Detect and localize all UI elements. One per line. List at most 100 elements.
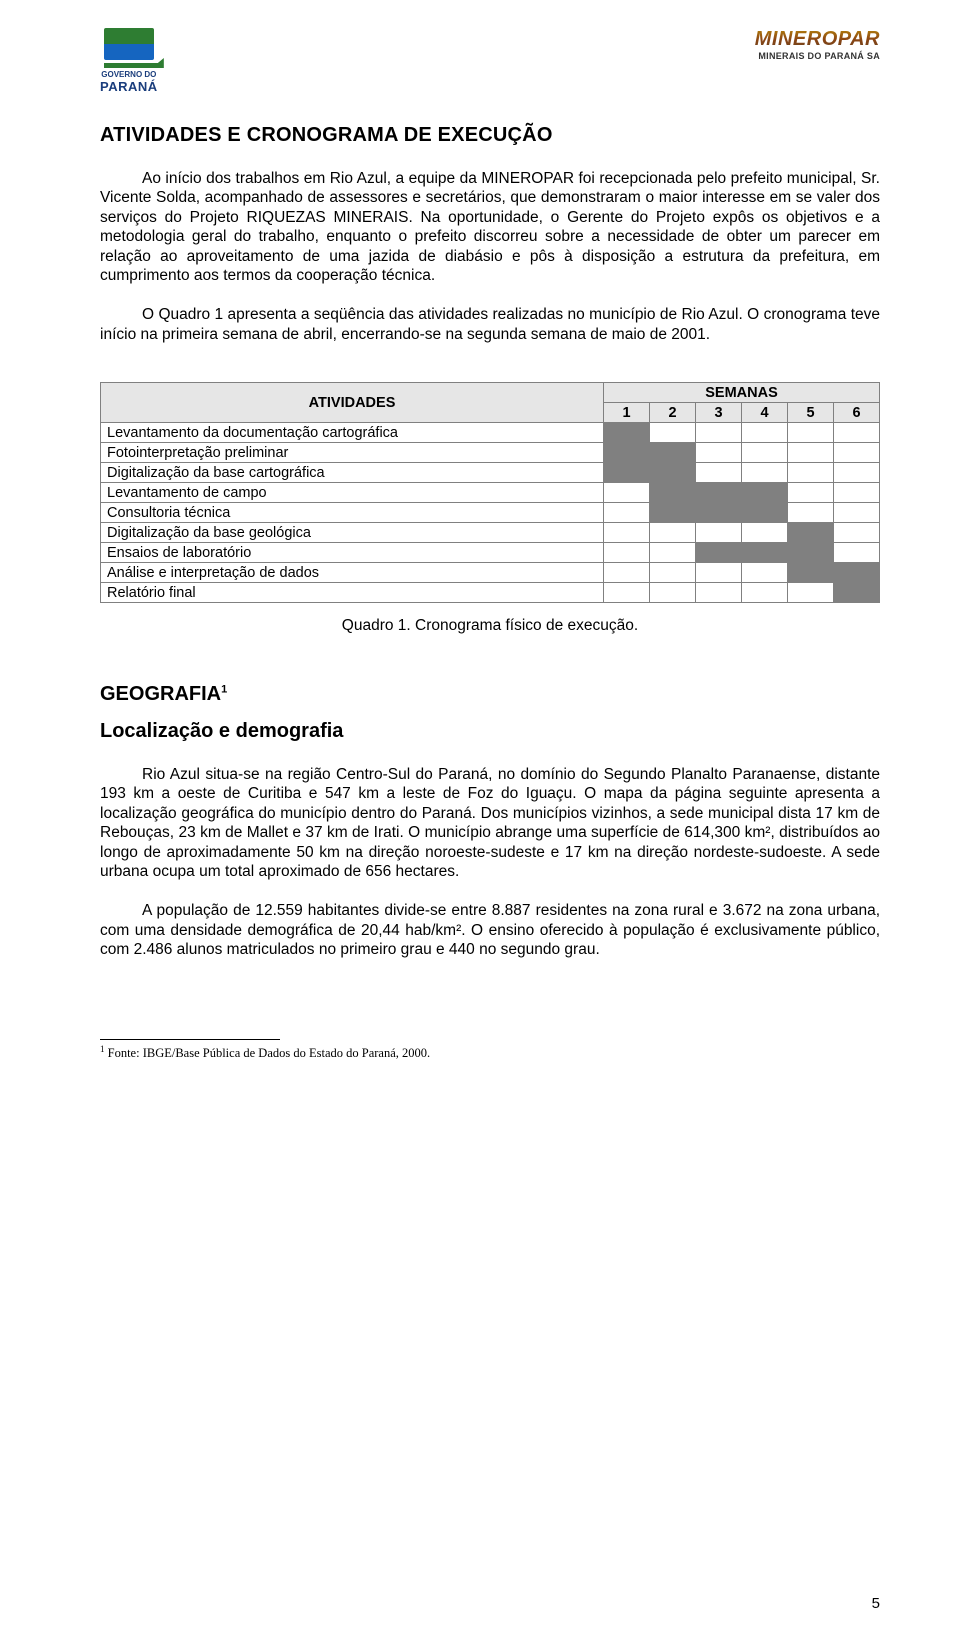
- section1-para2: O Quadro 1 apresenta a seqüência das ati…: [100, 305, 880, 344]
- week-cell: [742, 563, 788, 583]
- week-cell: [742, 503, 788, 523]
- week-cell: [650, 543, 696, 563]
- week-cell: [604, 523, 650, 543]
- week-cell: [604, 583, 650, 603]
- week-cell: [742, 543, 788, 563]
- week-cell: [696, 443, 742, 463]
- week-cell: [696, 483, 742, 503]
- week-cell: [742, 583, 788, 603]
- week-cell: [834, 503, 880, 523]
- week-cell: [696, 543, 742, 563]
- table-row: Análise e interpretação de dados: [101, 563, 880, 583]
- week-cell: [834, 483, 880, 503]
- week-cell: [788, 563, 834, 583]
- footnote-text: Fonte: IBGE/Base Pública de Dados do Est…: [105, 1047, 431, 1061]
- week-cell: [834, 563, 880, 583]
- logo-right-main: MINEROPAR: [755, 28, 880, 51]
- week-cell: [834, 523, 880, 543]
- week-cell: [650, 483, 696, 503]
- week-cell: [788, 483, 834, 503]
- week-cell: [834, 583, 880, 603]
- section2-title-text: GEOGRAFIA: [100, 683, 221, 705]
- logo-left-line1: GOVERNO DO: [101, 70, 156, 79]
- week-cell: [834, 463, 880, 483]
- week-cell: [650, 443, 696, 463]
- table-row: Digitalização da base cartográfica: [101, 463, 880, 483]
- week-cell: [788, 543, 834, 563]
- table-row: Digitalização da base geológica: [101, 523, 880, 543]
- table-caption: Quadro 1. Cronograma físico de execução.: [100, 617, 880, 635]
- page-number: 5: [872, 1595, 880, 1612]
- week-cell: [604, 543, 650, 563]
- week-cell: [788, 523, 834, 543]
- table-row: Levantamento da documentação cartográfic…: [101, 423, 880, 443]
- week-cell: [696, 583, 742, 603]
- logo-gov-parana: GOVERNO DO PARANÁ: [100, 28, 158, 94]
- table-row: Fotointerpretação preliminar: [101, 443, 880, 463]
- week-cell: [696, 423, 742, 443]
- th-week-2: 2: [650, 403, 696, 423]
- week-cell: [604, 563, 650, 583]
- week-cell: [604, 443, 650, 463]
- activity-label: Digitalização da base cartográfica: [101, 463, 604, 483]
- week-cell: [788, 423, 834, 443]
- activity-label: Ensaios de laboratório: [101, 543, 604, 563]
- th-week-1: 1: [604, 403, 650, 423]
- week-cell: [834, 543, 880, 563]
- week-cell: [696, 503, 742, 523]
- week-cell: [650, 563, 696, 583]
- header-logos: GOVERNO DO PARANÁ MINEROPAR MINERAIS DO …: [100, 28, 880, 94]
- week-cell: [788, 463, 834, 483]
- activity-label: Digitalização da base geológica: [101, 523, 604, 543]
- activity-label: Levantamento da documentação cartográfic…: [101, 423, 604, 443]
- footnote-separator: [100, 1039, 280, 1040]
- document-page: GOVERNO DO PARANÁ MINEROPAR MINERAIS DO …: [0, 0, 960, 1632]
- week-cell: [742, 423, 788, 443]
- week-cell: [742, 523, 788, 543]
- week-cell: [696, 463, 742, 483]
- week-cell: [604, 503, 650, 523]
- week-cell: [604, 423, 650, 443]
- th-atividades: ATIVIDADES: [101, 383, 604, 423]
- week-cell: [696, 563, 742, 583]
- th-week-4: 4: [742, 403, 788, 423]
- week-cell: [650, 423, 696, 443]
- activity-label: Análise e interpretação de dados: [101, 563, 604, 583]
- section2-title-sup: 1: [221, 683, 227, 695]
- week-cell: [650, 503, 696, 523]
- week-cell: [742, 443, 788, 463]
- schedule-table: ATIVIDADES SEMANAS 1 2 3 4 5 6 Levantame…: [100, 382, 880, 603]
- table-row: Consultoria técnica: [101, 503, 880, 523]
- section1-title: ATIVIDADES E CRONOGRAMA DE EXECUÇÃO: [100, 124, 880, 147]
- week-cell: [742, 463, 788, 483]
- week-cell: [604, 483, 650, 503]
- week-cell: [742, 483, 788, 503]
- activity-label: Relatório final: [101, 583, 604, 603]
- table-row: Levantamento de campo: [101, 483, 880, 503]
- section2-para2: A população de 12.559 habitantes divide-…: [100, 901, 880, 959]
- flag-icon: [104, 28, 154, 60]
- week-cell: [650, 463, 696, 483]
- th-week-3: 3: [696, 403, 742, 423]
- activity-label: Levantamento de campo: [101, 483, 604, 503]
- section1-para1: Ao início dos trabalhos em Rio Azul, a e…: [100, 169, 880, 285]
- th-week-5: 5: [788, 403, 834, 423]
- week-cell: [696, 523, 742, 543]
- week-cell: [604, 463, 650, 483]
- th-semanas: SEMANAS: [604, 383, 880, 403]
- week-cell: [834, 423, 880, 443]
- table-row: Relatório final: [101, 583, 880, 603]
- logo-right-sub: MINERAIS DO PARANÁ SA: [755, 51, 880, 61]
- week-cell: [788, 443, 834, 463]
- week-cell: [788, 503, 834, 523]
- week-cell: [650, 583, 696, 603]
- section2-title: GEOGRAFIA1: [100, 683, 880, 706]
- footnote: 1 Fonte: IBGE/Base Pública de Dados do E…: [100, 1044, 880, 1061]
- activity-label: Consultoria técnica: [101, 503, 604, 523]
- activity-label: Fotointerpretação preliminar: [101, 443, 604, 463]
- week-cell: [834, 443, 880, 463]
- th-week-6: 6: [834, 403, 880, 423]
- table-row: Ensaios de laboratório: [101, 543, 880, 563]
- section2-subtitle: Localização e demografia: [100, 720, 880, 743]
- logo-mineropar: MINEROPAR MINERAIS DO PARANÁ SA: [755, 28, 880, 61]
